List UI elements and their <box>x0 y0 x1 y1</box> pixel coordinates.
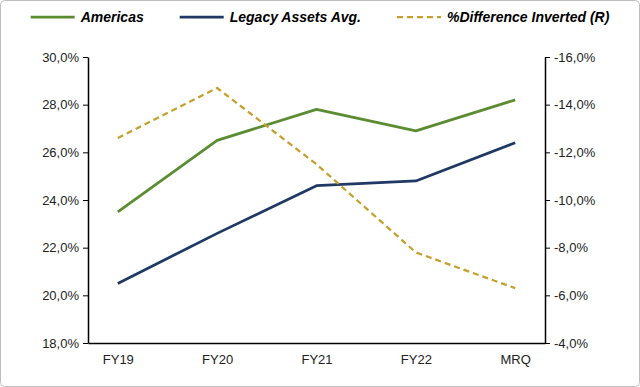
tick: 30,0% <box>42 50 88 65</box>
tick: 22,0% <box>42 240 88 255</box>
tick: -10,0% <box>545 193 596 208</box>
tick-label: -4,0% <box>554 336 588 351</box>
y-axis: 18,0% 20,0% 22,0% 24,0% 26,0% 28,0% 30,0% <box>42 50 88 351</box>
tick: FY22 <box>401 352 432 367</box>
series-line <box>118 143 515 284</box>
tick-label: 18,0% <box>42 336 79 351</box>
tick-mark <box>83 200 88 201</box>
tick: -14,0% <box>545 97 596 112</box>
legend-label: %Difference Inverted (R) <box>447 9 610 25</box>
legend-item: Americas <box>31 9 144 25</box>
tick-mark <box>83 248 88 249</box>
tick-label: -10,0% <box>554 193 596 208</box>
tick-label: MRQ <box>501 352 531 367</box>
tick-label: FY19 <box>103 352 134 367</box>
tick: 28,0% <box>42 97 88 112</box>
tick-mark <box>545 57 550 58</box>
legend-swatch <box>180 16 224 19</box>
tick: -16,0% <box>545 50 596 65</box>
legend-label: Legacy Assets Avg. <box>230 9 361 25</box>
tick: -12,0% <box>545 145 596 160</box>
tick: FY19 <box>103 352 134 367</box>
legend: Americas Legacy Assets Avg. %Difference In… <box>31 9 610 25</box>
tick-label: 22,0% <box>42 240 79 255</box>
tick-mark <box>545 343 550 344</box>
tick: -6,0% <box>545 288 588 303</box>
tick: 26,0% <box>42 145 88 160</box>
tick: -4,0% <box>545 336 588 351</box>
legend-swatch <box>397 16 441 18</box>
tick-mark <box>83 343 88 344</box>
legend-swatch <box>31 16 75 19</box>
tick-label: 24,0% <box>42 193 79 208</box>
tick-label: FY22 <box>401 352 432 367</box>
tick-mark <box>545 105 550 106</box>
tick-mark <box>83 152 88 153</box>
tick: 24,0% <box>42 193 88 208</box>
tick-label: -12,0% <box>554 145 596 160</box>
tick: FY21 <box>301 352 332 367</box>
tick-label: FY21 <box>301 352 332 367</box>
tick-mark <box>545 295 550 296</box>
tick-label: 20,0% <box>42 288 79 303</box>
tick-label: -6,0% <box>554 288 588 303</box>
tick-label: -14,0% <box>554 97 596 112</box>
tick: 20,0% <box>42 288 88 303</box>
tick: 18,0% <box>42 336 88 351</box>
tick: MRQ <box>501 352 531 367</box>
series-line <box>118 100 515 212</box>
tick-mark <box>83 57 88 58</box>
legend-label: Americas <box>80 9 144 25</box>
y2-axis: -4,0% -6,0% -8,0% -10,0% -12,0% -14,0% -16,0% <box>545 50 596 351</box>
tick-mark <box>83 105 88 106</box>
tick-label: 26,0% <box>42 145 79 160</box>
axis-line <box>89 343 546 345</box>
legend-item: Legacy Assets Avg. <box>180 9 361 25</box>
tick: FY20 <box>202 352 233 367</box>
tick-label: FY20 <box>202 352 233 367</box>
tick-label: 30,0% <box>42 50 79 65</box>
legend-item: %Difference Inverted (R) <box>397 9 610 25</box>
tick-mark <box>83 295 88 296</box>
tick-label: -8,0% <box>554 240 588 255</box>
tick-label: 28,0% <box>42 97 79 112</box>
chart-border <box>1 1 640 387</box>
tick-mark <box>545 248 550 249</box>
plot-area <box>118 88 515 288</box>
tick: -8,0% <box>545 240 588 255</box>
chart: 18,0% 20,0% 22,0% 24,0% 26,0% 28,0% 30,0% -4,0%… <box>0 0 640 387</box>
tick-mark <box>545 200 550 201</box>
tick-mark <box>545 152 550 153</box>
series-line <box>118 88 515 288</box>
tick-label: -16,0% <box>554 50 596 65</box>
x-axis: FY19 FY20 FY21 FY22 MRQ <box>89 344 546 368</box>
